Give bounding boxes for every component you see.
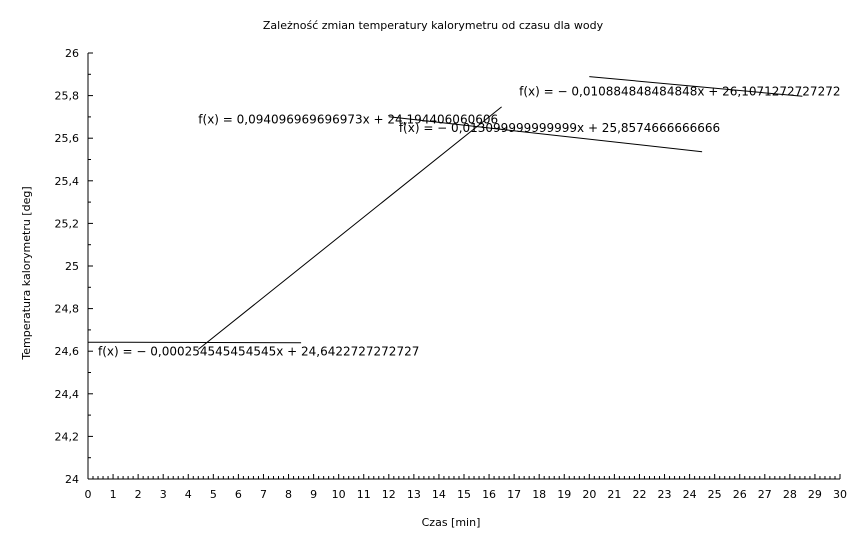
x-tick-label: 23: [658, 488, 672, 501]
trend-line-1: [87, 341, 302, 344]
x-tick-label: 28: [783, 488, 797, 501]
x-tick-label: 17: [507, 488, 521, 501]
chart-title: Zależność zmian temperatury kalorymetru …: [263, 19, 604, 32]
x-tick-label: 10: [332, 488, 346, 501]
equation-label-4: f(x) = − 0,010884848484848x + 26,1071272…: [519, 85, 840, 99]
trend-lines: [87, 76, 803, 350]
x-tick-label: 29: [808, 488, 822, 501]
x-tick-label: 13: [407, 488, 421, 501]
x-tick-label: 1: [110, 488, 117, 501]
x-tick-label: 16: [482, 488, 496, 501]
x-tick-label: 14: [432, 488, 446, 501]
x-tick-label: 21: [607, 488, 621, 501]
equation-label-2: f(x) = 0,094096969696973x + 24,194406060…: [198, 112, 498, 126]
x-tick-label: 4: [185, 488, 192, 501]
trend-line-3: [388, 116, 703, 153]
x-tick-label: 7: [260, 488, 267, 501]
x-ticks: 0 1 2 3 4 5 6 7 8 9 10 11 12 13 14 15 16 17 18 19 20 21 22 23 24…: [85, 474, 847, 501]
y-tick-label: 24,4: [55, 388, 80, 401]
x-axis-label: Czas [min]: [422, 516, 481, 529]
y-tick-label: 24,8: [55, 303, 80, 316]
x-tick-label: 3: [160, 488, 167, 501]
equation-label-1: f(x) = − 0,000254545454545x + 24,6422727…: [98, 344, 419, 358]
x-tick-label: 30: [833, 488, 847, 501]
x-tick-label: 9: [310, 488, 317, 501]
y-tick-label: 25,2: [55, 217, 80, 230]
y-tick-label: 25,8: [55, 90, 80, 103]
y-axis-label: Temperatura kalorymetru [deg]: [20, 186, 33, 360]
y-tick-label: 25,6: [55, 132, 80, 145]
x-tick-label: 12: [382, 488, 396, 501]
x-tick-label: 15: [457, 488, 471, 501]
x-tick-label: 6: [235, 488, 242, 501]
y-tick-label: 24: [65, 473, 79, 486]
x-tick-label: 0: [85, 488, 92, 501]
x-tick-label: 5: [210, 488, 217, 501]
x-tick-label: 2: [135, 488, 142, 501]
y-tick-label: 25,4: [55, 175, 80, 188]
y-tick-label: 26: [65, 47, 79, 60]
x-tick-label: 26: [733, 488, 747, 501]
x-tick-label: 11: [357, 488, 371, 501]
x-tick-label: 22: [632, 488, 646, 501]
x-tick-label: 8: [285, 488, 292, 501]
trend-line-4: [589, 76, 803, 97]
x-tick-label: 18: [532, 488, 546, 501]
x-tick-label: 24: [683, 488, 697, 501]
x-tick-label: 20: [582, 488, 596, 501]
trend-line-2: [197, 106, 502, 350]
equation-labels: f(x) = − 0,000254545454545x + 24,6422727…: [98, 85, 840, 359]
y-tick-label: 24,2: [55, 430, 80, 443]
y-tick-label: 24,6: [55, 345, 80, 358]
x-tick-label: 19: [557, 488, 571, 501]
x-tick-label: 25: [708, 488, 722, 501]
x-tick-label: 27: [758, 488, 772, 501]
y-tick-label: 25: [65, 260, 79, 273]
y-ticks: 24 24,2 24,4 24,6 24,8 25 25,2 25,4 25,6 25,8 26: [55, 47, 93, 486]
equation-label-3: f(x) = − 0,013099999999999x + 25,8574666…: [399, 121, 720, 135]
